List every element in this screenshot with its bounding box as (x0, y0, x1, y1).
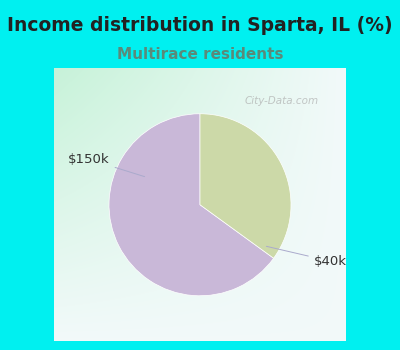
Text: City-Data.com: City-Data.com (244, 96, 318, 106)
Text: $150k: $150k (68, 153, 144, 177)
Wedge shape (200, 114, 291, 258)
Wedge shape (109, 114, 274, 296)
Text: Income distribution in Sparta, IL (%): Income distribution in Sparta, IL (%) (7, 16, 393, 35)
Text: Multirace residents: Multirace residents (117, 47, 283, 62)
Text: $40k: $40k (266, 246, 347, 268)
